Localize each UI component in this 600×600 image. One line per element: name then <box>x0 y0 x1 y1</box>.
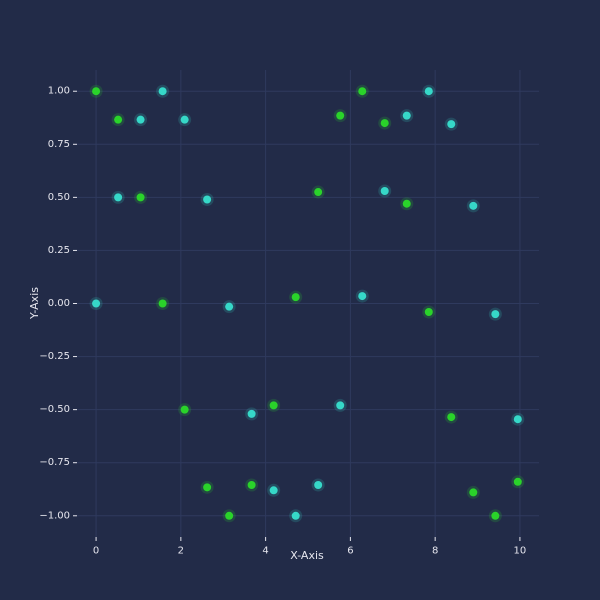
data-point <box>225 511 234 520</box>
y-tick-label: −0.75 <box>39 457 70 468</box>
y-axis-title: Y-Axis <box>28 287 41 320</box>
y-tick-label: 0.00 <box>48 298 70 309</box>
y-tick-label: 0.25 <box>48 245 70 256</box>
x-axis-ticks: 0 2 4 6 8 10 <box>93 537 526 556</box>
data-point <box>92 87 101 96</box>
data-point <box>158 299 167 308</box>
data-point <box>158 87 167 96</box>
x-tick-label: 2 <box>178 545 184 556</box>
x-axis-title: X-Axis <box>290 549 324 562</box>
data-point <box>269 486 278 495</box>
data-point <box>491 310 500 319</box>
data-point <box>247 480 256 489</box>
data-point <box>114 115 123 124</box>
y-axis-ticks: 1.00 0.75 0.50 0.25 0.00 −0.25 −0.50 −0.75 −1.00 <box>39 86 77 521</box>
data-point <box>513 415 522 424</box>
data-point <box>291 293 300 302</box>
data-point <box>380 186 389 195</box>
data-point <box>402 199 411 208</box>
x-tick-label: 0 <box>93 545 99 556</box>
x-tick-label: 6 <box>347 545 353 556</box>
data-point <box>269 401 278 410</box>
data-points <box>89 84 525 523</box>
data-point <box>114 193 123 202</box>
data-point <box>314 480 323 489</box>
y-tick-label: 0.75 <box>48 139 70 150</box>
data-point <box>92 299 101 308</box>
data-point <box>447 120 456 129</box>
data-point <box>513 477 522 486</box>
data-point <box>336 111 345 120</box>
data-point <box>180 115 189 124</box>
data-point <box>180 405 189 414</box>
data-point <box>447 413 456 422</box>
data-point <box>358 292 367 301</box>
x-tick-label: 4 <box>262 545 268 556</box>
data-point <box>225 302 234 311</box>
data-point <box>136 115 145 124</box>
data-point <box>491 511 500 520</box>
data-point <box>380 119 389 128</box>
data-point <box>424 307 433 316</box>
data-point <box>291 511 300 520</box>
data-point <box>424 87 433 96</box>
y-tick-label: −0.25 <box>39 351 70 362</box>
data-point <box>314 188 323 197</box>
data-point <box>136 193 145 202</box>
x-tick-label: 8 <box>432 545 438 556</box>
y-tick-label: 0.50 <box>48 192 70 203</box>
y-tick-label: 1.00 <box>48 86 70 97</box>
data-point <box>203 483 212 492</box>
y-tick-label: −0.50 <box>39 404 70 415</box>
data-point <box>247 409 256 418</box>
data-point <box>469 488 478 497</box>
data-point <box>358 87 367 96</box>
x-tick-label: 10 <box>514 545 527 556</box>
data-point <box>203 195 212 204</box>
data-point <box>402 111 411 120</box>
y-tick-label: −1.00 <box>39 510 70 521</box>
data-point <box>336 401 345 410</box>
data-point <box>469 201 478 210</box>
grid <box>77 70 539 537</box>
